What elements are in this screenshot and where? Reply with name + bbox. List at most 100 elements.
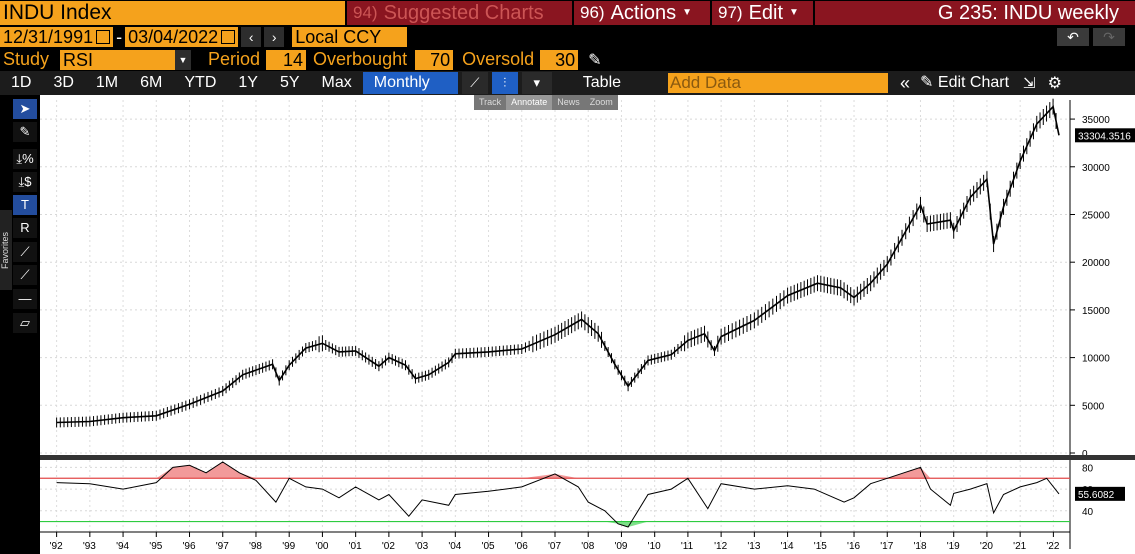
x-tick-label: '19 xyxy=(947,541,960,552)
add-data-input[interactable]: Add Data xyxy=(668,73,889,93)
y-tick-label: 15000 xyxy=(1082,306,1110,317)
y-tick-label: 10000 xyxy=(1082,354,1110,365)
news-tool[interactable]: News xyxy=(557,97,580,107)
drawing-tools-sidebar: ➤ ✎ ⤓% ⤓$ T R ⟋ ⟋ — ▱ Favorites xyxy=(0,95,40,554)
overbought-label: Overbought xyxy=(313,49,408,69)
bar-chart-icon[interactable]: ⫶ xyxy=(491,72,518,94)
y-tick-label: 30000 xyxy=(1082,163,1110,174)
x-tick-label: '95 xyxy=(149,541,162,552)
rsi-series-line xyxy=(56,461,1060,528)
panel-divider xyxy=(40,455,1135,460)
chevron-down-icon: ▼ xyxy=(682,7,693,18)
calendar-icon[interactable] xyxy=(221,30,236,44)
x-tick-label: '10 xyxy=(648,541,661,552)
export-icon[interactable]: ⇲ xyxy=(1023,75,1036,92)
track-tool[interactable]: Track xyxy=(479,97,502,107)
x-tick-label: '13 xyxy=(747,541,760,552)
zoom-tool[interactable]: Zoom xyxy=(589,97,613,107)
x-tick-label: '04 xyxy=(448,541,461,552)
line-chart-icon[interactable]: ⟋ xyxy=(461,72,488,94)
text-tool-icon[interactable]: T xyxy=(13,195,37,215)
start-date-field[interactable]: 12/31/1991 xyxy=(0,27,114,47)
x-tick-label: '06 xyxy=(515,541,528,552)
x-tick-label: '17 xyxy=(880,541,893,552)
gear-icon[interactable]: ⚙ xyxy=(1047,75,1062,92)
chart-canvas[interactable]: 0 5000 10000 15000 20000 25000 30000 35000 33304… xyxy=(40,95,1135,554)
x-tick-label: '92 xyxy=(50,541,63,552)
range-3d[interactable]: 3D xyxy=(53,74,74,91)
x-tick-label: '96 xyxy=(183,541,196,552)
last-value-box xyxy=(1075,128,1135,143)
collapse-icon[interactable]: « xyxy=(900,72,911,93)
price-series-line xyxy=(56,105,1060,424)
price-tool-icon[interactable]: ⤓$ xyxy=(13,172,37,192)
calendar-icon[interactable] xyxy=(96,30,111,44)
range-1d[interactable]: 1D xyxy=(11,74,32,91)
x-tick-label: '02 xyxy=(382,541,395,552)
channel-icon[interactable]: ▱ xyxy=(13,313,37,333)
x-tick-label: '05 xyxy=(482,541,495,552)
x-tick-label: '11 xyxy=(681,541,694,552)
annotate-tool[interactable]: Annotate xyxy=(506,95,553,110)
suggested-charts-button[interactable]: 94) Suggested Charts xyxy=(347,1,572,25)
chevron-down-icon: ▼ xyxy=(789,7,799,18)
menu-label: Suggested Charts xyxy=(383,2,544,24)
range-max[interactable]: Max xyxy=(321,74,352,91)
period-field[interactable]: 14 xyxy=(266,49,307,70)
menu-number: 96) xyxy=(580,3,605,22)
oversold-field[interactable]: 30 xyxy=(540,49,579,70)
x-tick-label: '21 xyxy=(1013,541,1026,552)
range-ytd[interactable]: YTD xyxy=(184,74,217,91)
undo-icon[interactable]: ↶ xyxy=(1057,28,1089,46)
overbought-field[interactable]: 70 xyxy=(415,49,454,70)
page-title: G 235: INDU weekly xyxy=(815,1,1135,25)
date-range-bar: 12/31/1991 - 03/04/2022 ‹ › Local CCY ↶ … xyxy=(0,26,1135,48)
range-6m[interactable]: 6M xyxy=(140,74,163,91)
x-tick-label: '97 xyxy=(216,541,229,552)
oversold-fill xyxy=(56,521,1060,527)
edit-chart-button[interactable]: ✎ Edit Chart xyxy=(914,72,1015,94)
x-tick-label: '99 xyxy=(282,541,295,552)
menu-number: 94) xyxy=(353,3,378,22)
x-tick-label: '16 xyxy=(847,541,860,552)
rsi-y-tick-label: 80 xyxy=(1082,463,1094,474)
rsi-y-tick-label: 40 xyxy=(1082,507,1094,518)
x-tick-label: '01 xyxy=(349,541,362,552)
ticker-field[interactable]: INDU Index xyxy=(0,1,345,25)
actions-button[interactable]: 96) Actions ▼ xyxy=(574,1,710,25)
frequency-select[interactable]: Monthly ▼ xyxy=(362,72,458,113)
rsi-last-value-box xyxy=(1075,486,1125,501)
pencil-icon[interactable]: ✎ xyxy=(588,51,602,69)
date-separator: - xyxy=(116,26,123,47)
redo-icon[interactable]: ↷ xyxy=(1093,28,1125,46)
range-5y[interactable]: 5Y xyxy=(279,74,300,91)
trendline-icon[interactable]: ⟋ xyxy=(13,242,37,262)
end-date-field[interactable]: 03/04/2022 xyxy=(125,27,239,47)
currency-select[interactable]: Local CCY xyxy=(292,27,408,47)
range-1m[interactable]: 1M xyxy=(95,74,119,91)
study-field[interactable]: RSI xyxy=(60,49,175,70)
x-tick-label: '15 xyxy=(814,541,827,552)
pen-icon[interactable]: ✎ xyxy=(13,122,37,142)
menu-label: Edit xyxy=(748,2,784,24)
menu-number: 97) xyxy=(718,3,743,22)
horizontal-line-icon[interactable]: — xyxy=(13,289,37,309)
cursor-icon[interactable]: ➤ xyxy=(13,99,37,119)
x-tick-label: '08 xyxy=(581,541,594,552)
percent-tool-icon[interactable]: ⤓% xyxy=(13,149,37,169)
prev-period-button[interactable]: ‹ xyxy=(241,27,262,47)
ray-line-icon[interactable]: ⟋ xyxy=(13,265,37,285)
range-1y[interactable]: 1Y xyxy=(238,74,258,91)
next-period-button[interactable]: › xyxy=(264,27,285,47)
favorites-tab[interactable]: Favorites xyxy=(0,210,12,290)
pencil-icon: ✎ xyxy=(920,74,938,91)
chart-area[interactable]: 0 5000 10000 15000 20000 25000 30000 35000 33304… xyxy=(40,95,1135,554)
edit-button[interactable]: 97) Edit ▼ xyxy=(712,1,813,25)
study-label: Study xyxy=(3,49,50,69)
x-tick-label: '12 xyxy=(714,541,727,552)
chevron-down-icon[interactable]: ▾ xyxy=(521,72,552,94)
chevron-down-icon[interactable]: ▼ xyxy=(175,49,191,70)
table-button[interactable]: Table xyxy=(582,74,622,91)
x-tick-label: '03 xyxy=(415,541,428,552)
rect-tool-icon[interactable]: R xyxy=(13,218,37,238)
